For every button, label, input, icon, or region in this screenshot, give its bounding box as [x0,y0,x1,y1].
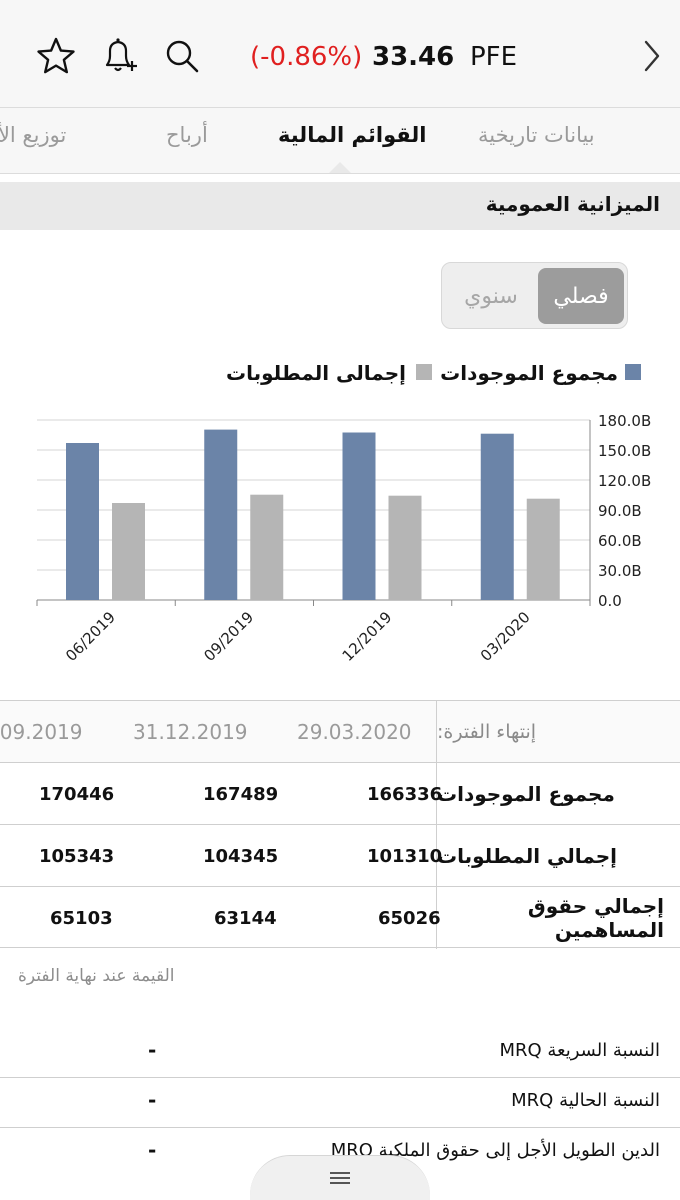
bar-assets [204,429,238,600]
search-icon [166,40,199,73]
row-label: إجمالي حقوق المساهمين [527,894,664,942]
section-title: الميزانية العمومية [485,192,660,216]
legend-label-liabilities: إجمالى المطلوبات [226,361,406,385]
period-col-2: 31.12.2019 [133,720,248,744]
last-price: 33.46 [372,42,455,72]
period-col-1: 29.03.2020 [297,720,412,744]
menu-icon [330,1172,350,1184]
legend-swatch-liabilities [416,364,432,380]
bar-liabilities [388,495,422,600]
legend-label-assets: مجموع الموجودات [440,361,618,385]
bar-assets [480,433,514,600]
y-tick-label: 180.0B [598,412,651,430]
x-tick-label: 03/2020 [477,608,534,665]
chart-legend: مجموع الموجودات إجمالى المطلوبات [0,358,680,388]
period-end-note: القيمة عند نهاية الفترة [18,966,175,986]
section-header: الميزانية العمومية [0,182,680,230]
x-tick-label: 06/2019 [62,608,119,665]
bottom-drawer-handle[interactable] [250,1155,430,1200]
tab-earnings[interactable]: أرباح [166,123,208,147]
legend-item-assets: مجموع الموجودات [440,358,650,388]
tab-financial-statements[interactable]: القوائم المالية [278,123,427,147]
balance-sheet-table: إنتهاء الفترة: 29.03.2020 31.12.2019 30.… [0,700,680,949]
table-header-row: إنتهاء الفترة: 29.03.2020 31.12.2019 30.… [0,701,680,763]
table-cell: 65026 [378,907,441,929]
row-label: إجمالي المطلوبات [437,844,617,868]
add-alert-button[interactable] [97,34,141,78]
bar-assets [66,443,99,600]
table-cell: 167489 [203,783,279,805]
back-button[interactable] [630,34,674,78]
star-icon [37,37,75,74]
balance-sheet-chart: 0.0 30.0B 60.0B 90.0B 120.0B 150.0B 180.0B 06/2… [36,412,651,665]
annual-option[interactable]: سنوي [464,283,518,309]
x-tick-label: 09/2019 [200,608,257,665]
period-end-label-cell: إنتهاء الفترة: [436,701,680,763]
bar-liabilities [112,503,145,600]
stock-symbol: PFE [470,42,518,72]
tab-dividends[interactable]: توزيع الأرباح [0,123,67,147]
ratio-value: - [148,1088,157,1112]
search-button[interactable] [160,34,204,78]
stock-header: (-0.86%) 33.46 PFE [0,0,680,108]
table-cell: 65103 [50,907,113,929]
ratio-value: - [148,1038,157,1062]
tab-historical-data[interactable]: بيانات تاريخية [478,123,595,147]
ratio-row-current: النسبة الحالية MRQ - [0,1078,680,1128]
ratio-label: النسبة السريعة MRQ [499,1040,660,1061]
active-tab-indicator [329,162,351,173]
ratio-value: - [148,1138,157,1162]
bell-add-icon [105,38,137,72]
period-toggle: فصلي سنوي [441,262,628,329]
y-tick-label: 0.0 [598,592,622,610]
y-tick-label: 150.0B [598,442,651,460]
table-row: إجمالي حقوق المساهمين 65026 63144 65103 [0,887,680,949]
quarterly-option[interactable]: فصلي [538,268,624,324]
y-tick-label: 90.0B [598,502,642,520]
legend-swatch-assets [625,364,641,380]
table-row: مجموع الموجودات 166336 167489 170446 [0,763,680,825]
table-row: إجمالي المطلوبات 101310 104345 105343 [0,825,680,887]
table-cell: 170446 [39,783,115,805]
row-label-cell: مجموع الموجودات [436,763,680,825]
period-end-label: إنتهاء الفترة: [437,721,537,743]
bar-liabilities [250,494,284,600]
table-cell: 105343 [39,845,115,867]
bar-liabilities [526,498,560,600]
ratio-label: النسبة الحالية MRQ [511,1090,660,1111]
table-cell: 166336 [367,783,443,805]
favorite-button[interactable] [34,34,78,78]
table-cell: 63144 [214,907,277,929]
y-tick-label: 120.0B [598,472,651,490]
table-cell: 104345 [203,845,279,867]
y-tick-label: 60.0B [598,532,642,550]
chevron-right-icon [644,40,660,72]
row-label-cell: إجمالي المطلوبات [436,825,680,887]
row-label-cell: إجمالي حقوق المساهمين [436,887,680,949]
x-tick-label: 12/2019 [339,608,396,665]
row-label: مجموع الموجودات [437,782,615,806]
ratio-row-quick: النسبة السريعة MRQ - [0,1028,680,1078]
table-cell: 101310 [367,845,443,867]
bar-assets [342,432,376,600]
price-change: (-0.86%) [250,42,363,72]
legend-item-liabilities: إجمالى المطلوبات [226,358,436,388]
period-col-3: 30.09.2019 [0,720,83,744]
y-tick-label: 30.0B [598,562,642,580]
